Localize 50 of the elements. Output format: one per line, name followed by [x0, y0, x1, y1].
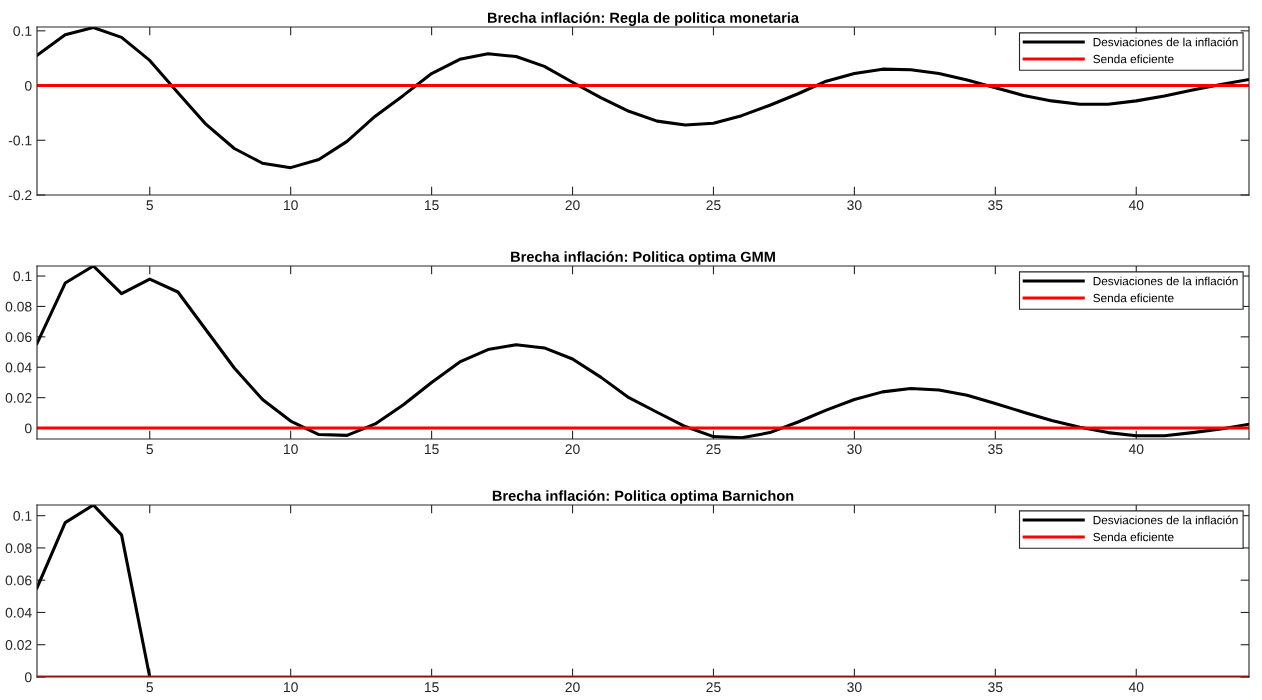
legend-label: Desviaciones de la inflación	[1093, 515, 1238, 525]
x-tick-label: 30	[847, 444, 862, 455]
y-tick-label: 0	[24, 80, 32, 91]
y-tick-label: 0.08	[5, 543, 32, 554]
x-tick-label: 40	[1128, 200, 1144, 211]
y-tick-label: -0.1	[8, 135, 32, 146]
x-tick-label: 25	[706, 444, 721, 455]
x-tick-label: 40	[1128, 682, 1144, 693]
x-tick-label: 30	[847, 682, 862, 693]
legend-label: Desviaciones de la inflación	[1093, 37, 1238, 47]
y-tick-label: 0	[24, 423, 32, 434]
legend-label: Senda eficiente	[1093, 293, 1174, 303]
x-tick-label: 40	[1128, 444, 1144, 455]
legend-label: Desviaciones de la inflación	[1093, 276, 1238, 286]
y-tick-label: 0.02	[5, 392, 32, 403]
y-tick-label: 0.1	[13, 510, 32, 521]
y-tick-label: -0.2	[8, 190, 32, 201]
x-tick-label: 30	[847, 200, 862, 211]
x-tick-label: 35	[988, 682, 1003, 693]
x-tick-label: 5	[146, 682, 154, 693]
y-tick-label: 0	[24, 672, 32, 683]
x-tick-label: 5	[146, 200, 154, 211]
y-tick-label: 0.04	[5, 362, 32, 373]
y-tick-label: 0.08	[5, 301, 32, 312]
legend-label: Senda eficiente	[1093, 532, 1174, 542]
x-tick-label: 10	[284, 682, 298, 693]
x-tick-label: 20	[565, 200, 580, 211]
y-tick-label: 0.1	[13, 271, 32, 282]
x-tick-label: 35	[988, 444, 1003, 455]
y-tick-label: 0.02	[5, 640, 32, 650]
x-tick-label: 5	[146, 444, 154, 455]
x-tick-label: 20	[565, 682, 580, 693]
line-series	[37, 266, 1249, 439]
y-tick-label: 0.1	[13, 26, 32, 36]
y-tick-label: 0.04	[5, 607, 32, 618]
x-tick-label: 15	[424, 200, 439, 211]
x-tick-label: 15	[424, 682, 439, 693]
x-tick-label: 20	[565, 444, 580, 455]
chart-title: Brecha inflación: Regla de politica monetaria	[487, 12, 800, 26]
chart-title: Brecha inflación: Politica optima GMM	[511, 251, 775, 265]
x-tick-label: 10	[284, 200, 298, 211]
x-tick-label: 25	[706, 200, 721, 211]
x-tick-label: 35	[988, 200, 1003, 211]
x-tick-label: 15	[424, 444, 439, 455]
legend-label: Senda eficiente	[1093, 54, 1174, 64]
x-tick-label: 10	[284, 444, 298, 455]
y-tick-label: 0.06	[5, 575, 32, 586]
chart-title: Brecha inflación: Politica optima Barnichon	[492, 490, 794, 504]
x-tick-label: 25	[706, 682, 721, 693]
y-tick-label: 0.06	[5, 332, 32, 343]
